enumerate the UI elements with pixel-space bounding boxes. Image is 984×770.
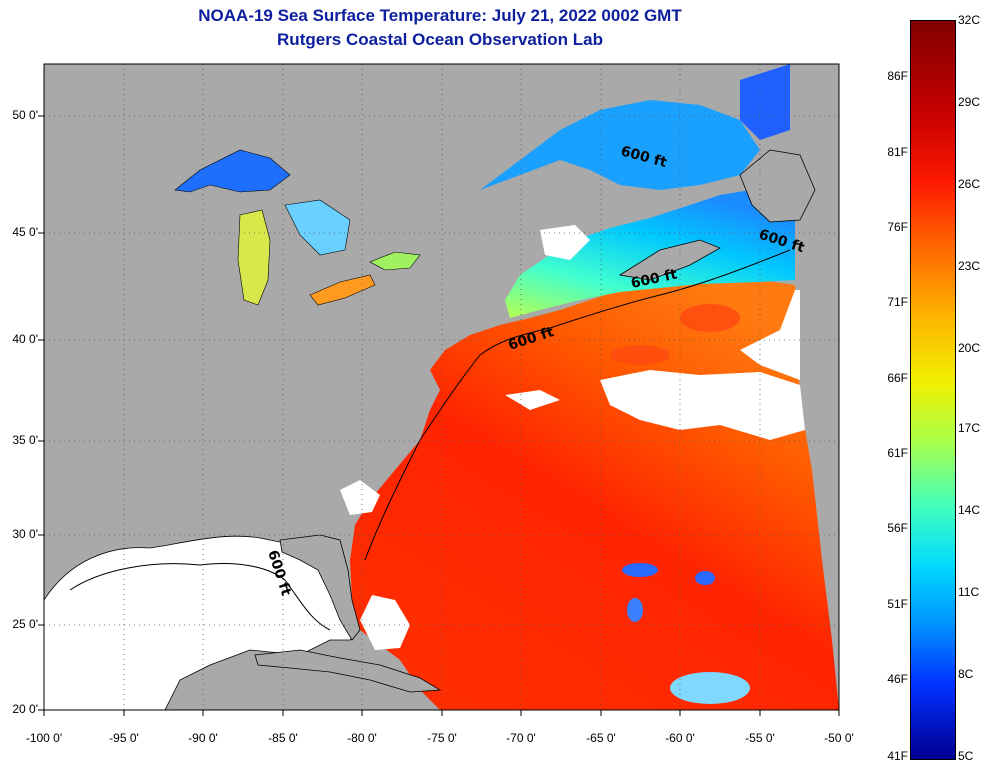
lon-label: -60 0' bbox=[665, 731, 695, 745]
lon-label: -75 0' bbox=[427, 731, 457, 745]
lon-label: -65 0' bbox=[586, 731, 616, 745]
cloud-cover bbox=[505, 390, 560, 410]
lon-label: -50 0' bbox=[824, 731, 854, 745]
lon-label: -80 0' bbox=[347, 731, 377, 745]
colorbar-celsius-label: 29C bbox=[958, 95, 981, 109]
colorbar-celsius-label: 20C bbox=[958, 341, 981, 355]
cloud-cover bbox=[600, 370, 805, 440]
florida-land bbox=[279, 534, 361, 641]
lon-label: -100 0' bbox=[25, 731, 63, 745]
colorbar-celsius-label: 26C bbox=[958, 177, 981, 191]
lat-label: 50 0' bbox=[12, 108, 38, 122]
lake-ontario bbox=[369, 251, 421, 271]
labrador-cool-water bbox=[740, 64, 790, 140]
cool-patch bbox=[627, 598, 643, 622]
colorbar-celsius-label: 23C bbox=[958, 259, 981, 273]
colorbar-fahrenheit-label: 41F bbox=[887, 749, 908, 763]
contour-600ft bbox=[69, 562, 331, 631]
contour-600ft bbox=[364, 249, 791, 561]
colorbar-fahrenheit-label: 66F bbox=[887, 371, 908, 385]
cloud-cover bbox=[740, 290, 800, 380]
lon-label: -55 0' bbox=[745, 731, 775, 745]
map-subtitle: Rutgers Coastal Ocean Observation Lab bbox=[277, 30, 603, 49]
lon-label: -70 0' bbox=[506, 731, 536, 745]
lake-superior bbox=[174, 149, 291, 193]
colorbar-fahrenheit-label: 46F bbox=[887, 672, 908, 686]
lon-label: -95 0' bbox=[109, 731, 139, 745]
colorbar-fahrenheit-label: 86F bbox=[887, 69, 908, 83]
warm-eddy bbox=[610, 345, 670, 365]
colorbar-celsius-label: 11C bbox=[958, 585, 980, 599]
lat-label: 25 0' bbox=[12, 617, 38, 631]
cool-patch bbox=[622, 563, 658, 577]
lat-label: 20 0' bbox=[12, 702, 38, 716]
lake-huron bbox=[284, 199, 351, 256]
colorbar-celsius-label: 8C bbox=[958, 667, 974, 681]
lat-label: 40 0' bbox=[12, 332, 38, 346]
cloud-cover bbox=[540, 225, 590, 260]
lat-label: 35 0' bbox=[12, 433, 38, 447]
gulf-of-st-lawrence bbox=[480, 100, 760, 190]
cool-patch bbox=[670, 672, 750, 704]
colorbar-fahrenheit-label: 71F bbox=[887, 295, 908, 309]
warm-eddy bbox=[680, 304, 740, 332]
colorbar-fahrenheit-label: 81F bbox=[887, 145, 908, 159]
map-title: NOAA-19 Sea Surface Temperature: July 21… bbox=[198, 6, 682, 25]
colorbar-celsius-label: 5C bbox=[958, 749, 974, 763]
cloud-cover bbox=[360, 595, 410, 650]
colorbar-celsius-label: 32C bbox=[958, 13, 981, 27]
lake-erie bbox=[309, 274, 376, 306]
northern-cool-water bbox=[505, 190, 795, 318]
colorbar-fahrenheit-label: 51F bbox=[887, 597, 908, 611]
lon-label: -90 0' bbox=[188, 731, 218, 745]
lat-label: 45 0' bbox=[12, 225, 38, 239]
colorbar-celsius-label: 17C bbox=[958, 421, 981, 435]
cool-patch bbox=[695, 571, 715, 585]
lat-label: 30 0' bbox=[12, 527, 38, 541]
sst-map: 600 ft 600 ft 600 ft 600 ft 600 ft bbox=[38, 63, 840, 716]
lake-michigan bbox=[237, 209, 271, 306]
cloud-cover bbox=[340, 480, 380, 515]
lon-label: -85 0' bbox=[268, 731, 298, 745]
cuba-land bbox=[254, 649, 442, 693]
nova-scotia-land bbox=[618, 239, 721, 281]
colorbar-fahrenheit-label: 76F bbox=[887, 220, 908, 234]
colorbar-celsius-label: 14C bbox=[958, 503, 981, 517]
temperature-colorbar bbox=[910, 20, 956, 760]
tick-marks bbox=[38, 115, 840, 716]
colorbar-fahrenheit-label: 56F bbox=[887, 521, 908, 535]
newfoundland-land bbox=[739, 149, 816, 223]
colorbar-fahrenheit-label: 61F bbox=[887, 446, 908, 460]
